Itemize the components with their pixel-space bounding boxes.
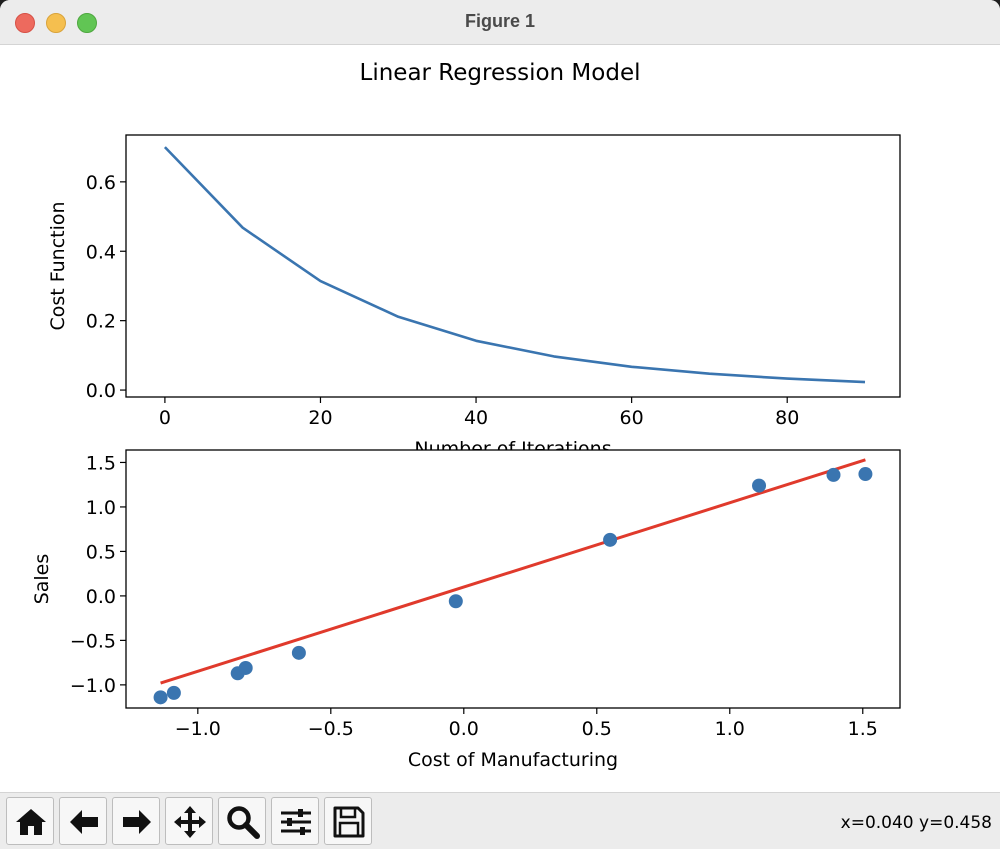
- y-axis-label: Cost Function: [47, 201, 69, 330]
- y-axis-label: Sales: [31, 554, 53, 605]
- magnifier-icon: [227, 806, 260, 839]
- axes-background: [126, 450, 900, 708]
- axes-frame: [125, 449, 901, 709]
- figure-svg: Linear Regression Model 0 20 40 60 80 0.0 0.2 0…: [31, 60, 901, 771]
- y-tick-label: 1.5: [86, 452, 116, 474]
- close-window-button[interactable]: [15, 13, 35, 33]
- back-button[interactable]: [59, 797, 107, 845]
- x-tick-label: 60: [620, 407, 644, 429]
- y-tick-label: −1.0: [70, 675, 116, 697]
- y-tick-label: 0.0: [86, 586, 116, 608]
- scatter-point: [166, 685, 181, 700]
- scatter-point: [448, 594, 463, 609]
- scatter-point: [858, 467, 873, 482]
- zoom-button[interactable]: [218, 797, 266, 845]
- x-tick-label: 40: [464, 407, 488, 429]
- title-bar: Figure 1: [0, 0, 1000, 45]
- figure-canvas[interactable]: Linear Regression Model 0 20 40 60 80 0.0 0.2 0…: [0, 45, 1000, 792]
- x-tick-label: −0.5: [308, 718, 354, 740]
- pan-button[interactable]: [165, 797, 213, 845]
- sliders-icon: [281, 809, 311, 835]
- scatter-point: [153, 690, 168, 705]
- window-title: Figure 1: [464, 11, 535, 31]
- scatter-point: [603, 532, 618, 547]
- y-tick-label: 1.0: [86, 497, 116, 519]
- y-tick-label: 0.4: [86, 241, 116, 263]
- axes-frame: [125, 134, 901, 398]
- x-tick-label: 80: [775, 407, 799, 429]
- move-icon: [174, 806, 206, 838]
- scatter-point: [238, 660, 253, 675]
- scatter-point: [291, 645, 306, 660]
- y-tick-label: −0.5: [70, 630, 116, 652]
- home-button[interactable]: [6, 797, 54, 845]
- y-tick-label: 0.2: [86, 311, 116, 333]
- regression-fit-line: [160, 458, 866, 685]
- x-tick-label: 0.0: [449, 718, 479, 740]
- x-tick-label: 0.5: [582, 718, 612, 740]
- regression-axes: −1.0 −0.5 0.0 0.5 1.0 1.5 −1.0 −0.5 0.0 0.5 1.0 1.5…: [31, 449, 901, 771]
- figure-suptitle: Linear Regression Model: [360, 60, 641, 86]
- cost-series-line: [163, 146, 866, 384]
- navigation-toolbar: x=0.040 y=0.458: [0, 792, 1000, 849]
- x-tick-label: 1.5: [848, 718, 878, 740]
- x-tick-label: 1.0: [715, 718, 745, 740]
- configure-subplots-button[interactable]: [271, 797, 319, 845]
- minimize-window-button[interactable]: [46, 13, 66, 33]
- y-tick-label: 0.5: [86, 541, 116, 563]
- forward-button[interactable]: [112, 797, 160, 845]
- x-axis-label: Cost of Manufacturing: [408, 749, 618, 771]
- arrow-right-icon: [123, 810, 151, 834]
- floppy-disk-icon: [333, 806, 365, 838]
- x-tick-label: −1.0: [175, 718, 221, 740]
- arrow-left-icon: [70, 810, 98, 834]
- scatter-point: [752, 478, 767, 493]
- x-tick-label: 20: [308, 407, 332, 429]
- x-tick-label: 0: [159, 407, 171, 429]
- maximize-window-button[interactable]: [77, 13, 97, 33]
- y-tick-label: 0.0: [86, 380, 116, 402]
- y-tick-label: 0.6: [86, 172, 116, 194]
- save-button[interactable]: [324, 797, 372, 845]
- home-icon: [16, 809, 46, 835]
- cursor-coordinates: x=0.040 y=0.458: [840, 813, 992, 833]
- scatter-point: [826, 467, 841, 482]
